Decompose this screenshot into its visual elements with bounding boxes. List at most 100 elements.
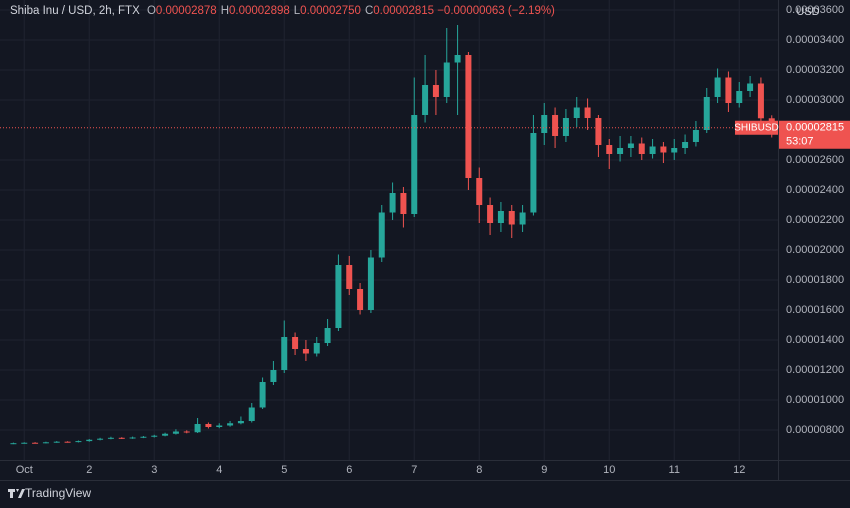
candle-body	[552, 115, 559, 136]
ohlc-value: 0.00002815	[373, 5, 435, 17]
candle-body	[432, 85, 439, 97]
candle-body	[248, 407, 255, 421]
candle-body	[476, 178, 483, 205]
legend: Shiba Inu / USD, 2h, FTX O0.00002878 H0.0…	[10, 5, 555, 17]
y-tick-label: 0.00000800	[786, 424, 844, 436]
candle-body	[692, 130, 699, 142]
candle-body	[497, 211, 504, 223]
ohlc-value: 0.00002750	[300, 5, 361, 17]
x-tick-label: 5	[281, 464, 287, 476]
candle-body	[324, 328, 331, 343]
candle-body	[725, 77, 732, 103]
x-tick-label: 2	[86, 464, 92, 476]
y-tick-label: 0.00001800	[786, 274, 844, 286]
candle-body	[42, 442, 49, 444]
ohlc-key: L	[293, 5, 301, 17]
y-tick-label: 0.00002000	[786, 244, 844, 256]
candle-body	[703, 97, 710, 130]
y-tick-label: 0.00001000	[786, 394, 844, 406]
candle-body	[508, 211, 515, 225]
candle-body	[443, 62, 450, 97]
candle-body	[151, 435, 158, 437]
brand-logo	[8, 489, 25, 498]
candle-body	[216, 425, 223, 427]
candle-body	[281, 337, 288, 370]
candle-body	[422, 85, 429, 115]
candle-body	[86, 439, 93, 442]
candle-body	[736, 91, 743, 103]
y-tick-label: 0.00002600	[786, 154, 844, 166]
candle-body	[53, 441, 60, 443]
candle-body	[454, 55, 461, 63]
candle-body	[270, 370, 277, 382]
y-tick-label: 0.00003400	[786, 34, 844, 46]
ohlc-value: 0.00002878	[155, 5, 217, 17]
candle-body	[64, 441, 71, 443]
y-tick-label: 0.00003000	[786, 94, 844, 106]
candle-body	[140, 436, 147, 438]
candle-body	[346, 265, 353, 289]
candles	[10, 25, 775, 445]
grid	[0, 0, 778, 460]
y-tick-label: 0.00001200	[786, 364, 844, 376]
ohlc-key: O	[146, 5, 156, 17]
ohlc-values: O0.00002878 H0.00002898 L0.00002750 C0.0000…	[143, 5, 434, 17]
price-tag	[779, 120, 850, 149]
candle-body	[292, 337, 299, 349]
candle-body	[617, 148, 624, 154]
x-tick-label: 10	[603, 464, 615, 476]
candle-body	[367, 257, 374, 310]
candle-body	[487, 205, 494, 223]
candle-body	[227, 423, 234, 426]
candle-body	[627, 143, 634, 148]
candle-body	[302, 349, 309, 354]
candle-body	[313, 343, 320, 354]
y-tick-label: 0.00003200	[786, 64, 844, 76]
candle-body	[638, 143, 645, 154]
candle-body	[118, 437, 125, 439]
brand-name: TradingView	[25, 486, 91, 500]
x-tick-label: Oct	[16, 464, 33, 476]
symbol-tag	[735, 120, 778, 135]
y-tick-label: 0.00002400	[786, 184, 844, 196]
candle-body	[584, 107, 591, 118]
candle-body	[357, 289, 364, 310]
x-tick-label: 12	[733, 464, 745, 476]
candle-body	[562, 118, 569, 136]
candle-body	[21, 442, 28, 444]
x-tick-label: 9	[541, 464, 547, 476]
ohlc-value: 0.00002898	[229, 5, 290, 17]
currency-label: USD	[796, 6, 819, 18]
candle-body	[714, 77, 721, 97]
candle-body	[649, 146, 656, 154]
candle-body	[32, 442, 39, 444]
candle-body	[97, 438, 104, 440]
ohlc-key: C	[364, 5, 374, 17]
candle-body	[671, 148, 678, 153]
x-tick-label: 11	[669, 464, 680, 476]
candle-body	[757, 83, 764, 119]
candle-body	[75, 441, 82, 443]
candle-body	[400, 193, 407, 214]
candle-body	[378, 212, 385, 258]
y-tick-label: 0.00003600	[786, 4, 844, 16]
candle-body	[10, 443, 17, 445]
candle-body	[335, 265, 342, 328]
change: −0.00000063	[437, 5, 505, 17]
axes: 0.00000800 0.00001000 0.00001200 0.00001400…	[0, 4, 850, 476]
x-tick-label: 7	[411, 464, 417, 476]
candle-body	[530, 133, 537, 213]
candle-body	[194, 424, 201, 433]
change-percent: (−2.19%)	[507, 5, 555, 17]
candle-body	[237, 421, 244, 424]
candle-body	[411, 115, 418, 214]
symbol-tag-label: SHIBUSD	[734, 122, 778, 133]
x-tick-label: 3	[151, 464, 157, 476]
candle-body	[606, 145, 613, 154]
candle-body	[162, 433, 169, 436]
y-tick-label: 0.00001600	[786, 304, 844, 316]
y-tick-label: 0.00002200	[786, 214, 844, 226]
candle-body	[107, 437, 114, 439]
